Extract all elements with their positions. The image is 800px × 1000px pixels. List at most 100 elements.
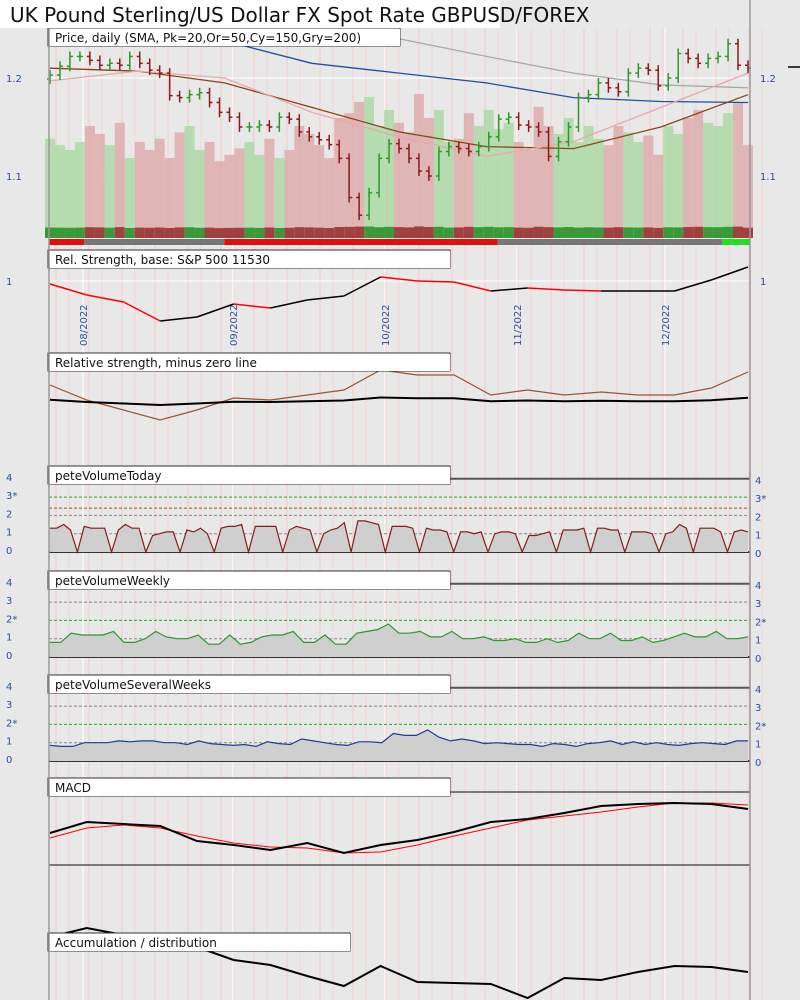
volume-bar [543, 126, 554, 238]
volume-base-bar [743, 227, 753, 238]
rs-segment [123, 301, 161, 322]
volume-base-bar [453, 227, 464, 238]
volume-base-bar [423, 227, 434, 238]
tick-right: 1 [755, 636, 761, 647]
volume-bar [493, 129, 504, 238]
volume-bar [134, 142, 145, 238]
tick-right: 4 [755, 476, 761, 487]
panel-title-fill [49, 29, 400, 46]
rs-segment [380, 276, 418, 282]
volume-base-bar [413, 226, 424, 238]
tick-left: 3* [6, 491, 17, 502]
volume-bar [743, 145, 753, 238]
volume-bar [254, 154, 265, 238]
volume-bar [643, 135, 654, 238]
tick-left: 1 [6, 737, 12, 748]
panel-title-fill [49, 934, 350, 951]
panel-title: peteVolumeWeekly [55, 574, 170, 588]
volume-base-bar [204, 227, 215, 238]
rs-segment [564, 289, 602, 292]
tick-left: 0 [6, 651, 12, 662]
tick-left: 0 [6, 546, 12, 557]
price-tick-left: 1.1 [6, 172, 22, 183]
sma50-line [49, 67, 749, 150]
volume-base-bar [45, 227, 55, 238]
volume-base-bar [124, 228, 135, 238]
volume-bar [114, 122, 125, 238]
volume-bar [184, 126, 195, 238]
rs-segment [490, 287, 528, 292]
volume-base-bar [364, 226, 375, 238]
volume-bar [144, 150, 155, 238]
volume-base-bar [154, 227, 165, 238]
chart-title: UK Pound Sterling/US Dollar FX Spot Rate… [10, 3, 590, 27]
volume-base-bar [94, 227, 105, 238]
volume-bar [94, 134, 105, 238]
rs-segment [160, 316, 198, 322]
volume-bar [104, 145, 115, 238]
tick-right: 4 [755, 685, 761, 696]
volume-base-bar [463, 226, 474, 238]
tick-left: 1 [6, 633, 12, 644]
tick-right: 3 [755, 703, 761, 714]
volume-bar [553, 134, 564, 238]
relative-strength-minus-zero-panel [49, 369, 749, 421]
volume-bar [473, 126, 484, 238]
volume-bar [194, 150, 205, 238]
rs-segment [86, 294, 124, 303]
panel-title: Price, daily (SMA, Pk=20,Or=50,Cy=150,Gr… [55, 31, 361, 45]
date-label-1: 09/2022 [229, 304, 240, 346]
price-tick-right: 1.2 [760, 74, 776, 85]
volume-base-bar [334, 227, 345, 238]
trend-bar-neutral [497, 239, 722, 245]
volume-bar [703, 122, 714, 238]
volume-base-bar [164, 228, 175, 238]
volume-bar [633, 142, 644, 238]
sma20-line [49, 70, 749, 158]
rs-segment [307, 295, 344, 301]
tick-right: 2 [755, 512, 761, 523]
volume-base-bar [733, 226, 744, 238]
volume-bar [314, 145, 325, 238]
volume-bar [174, 132, 185, 238]
volume-bar [573, 142, 584, 238]
panel-title: Accumulation / distribution [55, 936, 217, 950]
rs-segment [527, 287, 565, 291]
volume-bar [523, 150, 534, 238]
volume-bar [463, 113, 474, 238]
volume-base-bar [623, 227, 634, 238]
volume-bar [623, 132, 634, 238]
date-labels: 08/2022 09/2022 10/2022 11/2022 12/2022 [79, 304, 672, 346]
rs-tick-left: 1 [6, 277, 12, 288]
rs-segment [343, 276, 381, 297]
trend-bar-up [721, 239, 750, 245]
volume-base-bar [633, 227, 644, 238]
volume-base-bar [104, 227, 115, 238]
volume-base-bar [403, 227, 414, 238]
panel-title-fill [49, 354, 450, 371]
trend-bar-down [224, 239, 498, 245]
volume-base-bar [214, 228, 225, 238]
volume-bar [394, 122, 404, 238]
volume-base-bar [593, 227, 604, 238]
tick-left: 4 [6, 578, 12, 589]
volume-base-bar [174, 227, 185, 238]
tick-right: 1 [755, 740, 761, 751]
panel-title-fill [49, 676, 450, 693]
volume-base-bar [603, 227, 614, 238]
tick-right: 0 [755, 549, 761, 560]
volume-base-bar [84, 227, 95, 238]
volume-base-bar [74, 227, 85, 238]
volume-bar [483, 110, 494, 238]
panel-title-fill [49, 467, 450, 484]
volume-bar [214, 161, 225, 238]
tick-right: 2* [755, 721, 766, 732]
volume-bar [304, 134, 315, 238]
volume-bar [693, 110, 704, 238]
volume-bar [364, 97, 375, 238]
volume-area [50, 520, 748, 552]
volume-bar [663, 126, 674, 238]
rs-minus-zero-line [49, 369, 749, 421]
volume-bar [124, 158, 135, 238]
